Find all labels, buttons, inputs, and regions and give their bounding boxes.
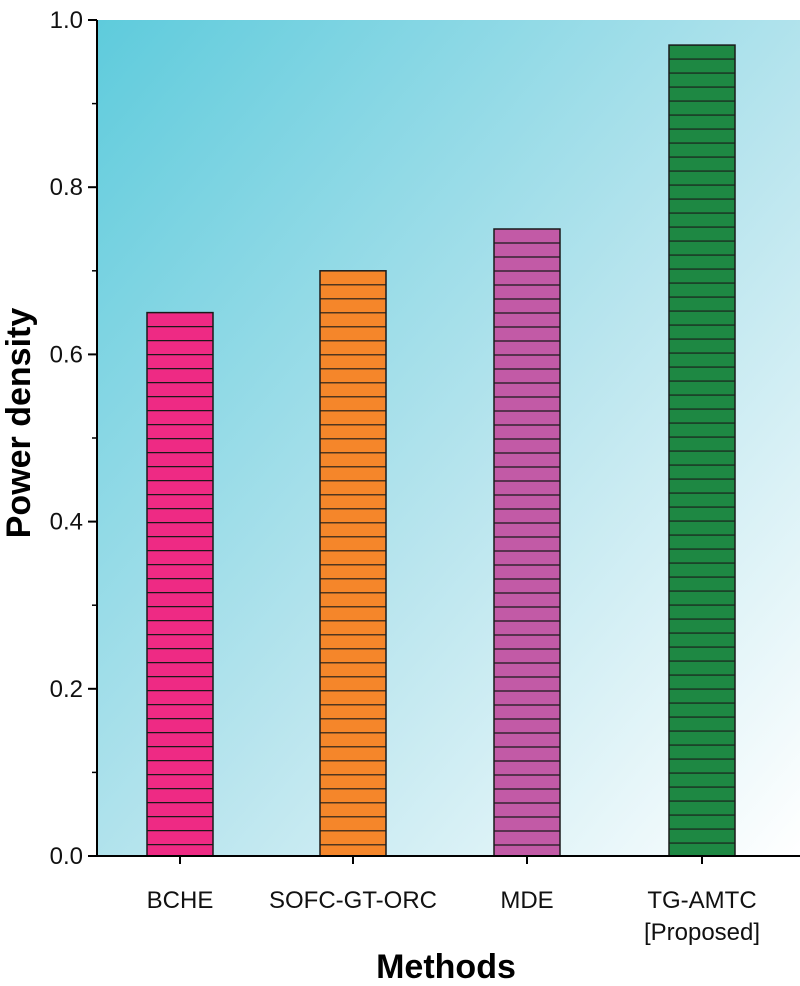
y-ticks-group: 0.0 0.2 0.4 0.6 0.8 1.0 <box>50 7 97 870</box>
bar-hatch <box>494 242 560 846</box>
x-category-label: MDE <box>500 887 553 914</box>
x-category-label: SOFC-GT-ORC <box>269 887 437 914</box>
bar <box>319 270 387 857</box>
bars-group <box>146 44 736 857</box>
x-category-label: TG-AMTC <box>647 887 756 914</box>
y-tick-label: 0.0 <box>50 843 83 870</box>
y-tick-label: 0.8 <box>50 174 83 201</box>
y-tick-label: 1.0 <box>50 7 83 34</box>
y-tick-label: 0.6 <box>50 341 83 368</box>
y-tick-label: 0.4 <box>50 509 83 536</box>
x-categories-group: BCHE SOFC-GT-ORC MDE TG-AMTC [Proposed] <box>147 856 760 946</box>
y-tick-label: 0.2 <box>50 676 83 703</box>
y-axis-title: Power density <box>0 308 38 539</box>
x-category-label-line2: [Proposed] <box>644 919 760 946</box>
x-category-label: BCHE <box>147 887 214 914</box>
bar-hatch <box>147 326 213 846</box>
x-axis-title: Methods <box>376 948 516 986</box>
bar <box>146 311 214 857</box>
bar <box>493 228 561 857</box>
bar-hatch <box>669 58 735 844</box>
bar-hatch <box>320 284 386 846</box>
